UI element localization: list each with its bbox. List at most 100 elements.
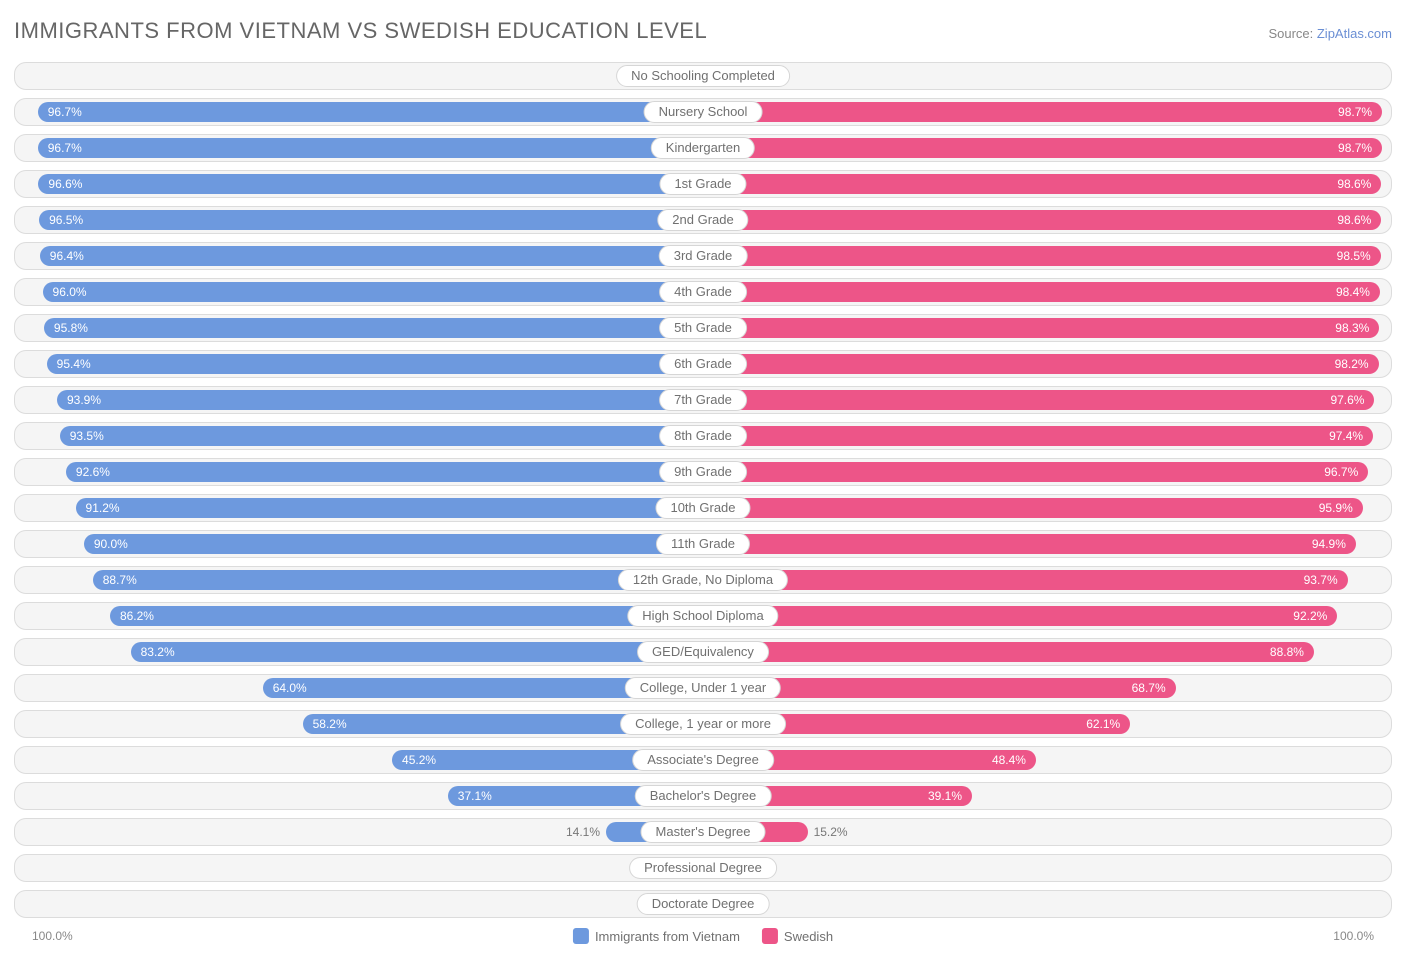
right-value-label: 98.2%	[1335, 357, 1369, 371]
right-value-label: 98.7%	[1338, 105, 1372, 119]
right-value-label: 97.4%	[1329, 429, 1363, 443]
left-value-label: 64.0%	[273, 681, 307, 695]
chart-row: 96.6%98.6%1st Grade	[14, 170, 1392, 198]
category-label: Professional Degree	[629, 857, 777, 879]
left-bar: 96.6%	[38, 174, 703, 194]
right-bar: 92.2%	[703, 606, 1337, 626]
right-half: 94.9%	[703, 531, 1391, 557]
right-half: 98.4%	[703, 279, 1391, 305]
source-prefix: Source:	[1268, 26, 1316, 41]
right-bar: 98.4%	[703, 282, 1380, 302]
category-label: 9th Grade	[659, 461, 747, 483]
left-half: 86.2%	[15, 603, 703, 629]
category-label: High School Diploma	[627, 605, 778, 627]
right-bar: 93.7%	[703, 570, 1348, 590]
right-half: 97.6%	[703, 387, 1391, 413]
left-value-label: 93.5%	[70, 429, 104, 443]
left-half: 95.8%	[15, 315, 703, 341]
diverging-bar-chart: 3.3%1.4%No Schooling Completed96.7%98.7%…	[14, 62, 1392, 918]
right-half: 98.5%	[703, 243, 1391, 269]
right-value-label: 88.8%	[1270, 645, 1304, 659]
right-bar: 97.4%	[703, 426, 1373, 446]
left-value-label: 96.7%	[48, 105, 82, 119]
left-bar: 91.2%	[76, 498, 703, 518]
category-label: 12th Grade, No Diploma	[618, 569, 788, 591]
left-value-label: 95.4%	[57, 357, 91, 371]
legend-label-right: Swedish	[784, 929, 833, 944]
left-half: 14.1%	[15, 819, 703, 845]
right-bar: 98.6%	[703, 210, 1381, 230]
left-half: 93.9%	[15, 387, 703, 413]
right-bar: 96.7%	[703, 462, 1368, 482]
right-bar: 97.6%	[703, 390, 1374, 410]
left-half: 96.0%	[15, 279, 703, 305]
chart-row: 96.7%98.7%Kindergarten	[14, 134, 1392, 162]
legend-swatch-right	[762, 928, 778, 944]
left-half: 92.6%	[15, 459, 703, 485]
category-label: 5th Grade	[659, 317, 747, 339]
right-value-label: 15.2%	[814, 825, 848, 839]
left-value-label: 45.2%	[402, 753, 436, 767]
right-half: 93.7%	[703, 567, 1391, 593]
left-bar: 95.4%	[47, 354, 703, 374]
chart-row: 96.7% 98.7% Nursery School	[14, 98, 1392, 126]
right-value-label: 98.6%	[1337, 213, 1371, 227]
right-value-label: 68.7%	[1132, 681, 1166, 695]
chart-row: 93.5%97.4%8th Grade	[14, 422, 1392, 450]
right-half: 98.7%	[703, 99, 1391, 125]
left-half: 93.5%	[15, 423, 703, 449]
left-half: 64.0%	[15, 675, 703, 701]
right-half: 98.2%	[703, 351, 1391, 377]
left-bar: 93.5%	[60, 426, 703, 446]
right-half: 98.6%	[703, 207, 1391, 233]
left-half: 96.6%	[15, 171, 703, 197]
left-bar: 96.7%	[38, 102, 703, 122]
left-bar: 96.0%	[43, 282, 703, 302]
left-value-label: 96.5%	[49, 213, 83, 227]
legend-label-left: Immigrants from Vietnam	[595, 929, 740, 944]
left-half: 3.3%	[15, 63, 703, 89]
left-half: 96.7%	[15, 99, 703, 125]
right-half: 92.2%	[703, 603, 1391, 629]
right-half: 62.1%	[703, 711, 1391, 737]
chart-row: 96.0% 98.4%4th Grade	[14, 278, 1392, 306]
category-label: College, Under 1 year	[625, 677, 781, 699]
left-bar: 86.2%	[110, 606, 703, 626]
right-value-label: 94.9%	[1312, 537, 1346, 551]
category-label: 2nd Grade	[657, 209, 748, 231]
left-bar: 90.0%	[84, 534, 703, 554]
category-label: Associate's Degree	[632, 749, 774, 771]
source-link[interactable]: ZipAtlas.com	[1317, 26, 1392, 41]
chart-row: 88.7%93.7%12th Grade, No Diploma	[14, 566, 1392, 594]
left-bar: 96.5%	[39, 210, 703, 230]
category-label: 1st Grade	[659, 173, 746, 195]
left-bar: 96.4%	[40, 246, 703, 266]
right-half: 98.6%	[703, 171, 1391, 197]
left-half: 45.2%	[15, 747, 703, 773]
right-bar: 95.9%	[703, 498, 1363, 518]
right-half: 1.4%	[703, 63, 1391, 89]
axis-max-right: 100.0%	[1333, 929, 1374, 943]
left-value-label: 96.4%	[50, 249, 84, 263]
right-half: 96.7%	[703, 459, 1391, 485]
category-label: 3rd Grade	[659, 245, 748, 267]
right-bar: 98.2%	[703, 354, 1379, 374]
category-label: 10th Grade	[655, 497, 750, 519]
left-half: 83.2%	[15, 639, 703, 665]
right-value-label: 93.7%	[1304, 573, 1338, 587]
category-label: 4th Grade	[659, 281, 747, 303]
legend-item-left: Immigrants from Vietnam	[573, 928, 740, 944]
chart-row: 64.0% 68.7% College, Under 1 year	[14, 674, 1392, 702]
category-label: 11th Grade	[656, 533, 750, 555]
left-half: 95.4%	[15, 351, 703, 377]
left-value-label: 86.2%	[120, 609, 154, 623]
chart-row: 95.8%98.3%5th Grade	[14, 314, 1392, 342]
chart-row: 3.3%1.4%No Schooling Completed	[14, 62, 1392, 90]
category-label: Nursery School	[644, 101, 763, 123]
left-value-label: 93.9%	[67, 393, 101, 407]
left-half: 96.5%	[15, 207, 703, 233]
left-value-label: 96.0%	[53, 285, 87, 299]
category-label: Doctorate Degree	[637, 893, 770, 915]
right-half: 2.0%	[703, 891, 1391, 917]
chart-row: 1.8%2.0%Doctorate Degree	[14, 890, 1392, 918]
